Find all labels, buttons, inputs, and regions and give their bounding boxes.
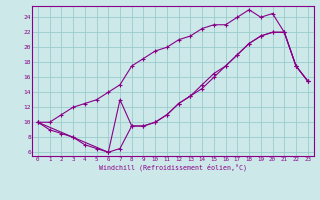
X-axis label: Windchill (Refroidissement éolien,°C): Windchill (Refroidissement éolien,°C) <box>99 164 247 171</box>
